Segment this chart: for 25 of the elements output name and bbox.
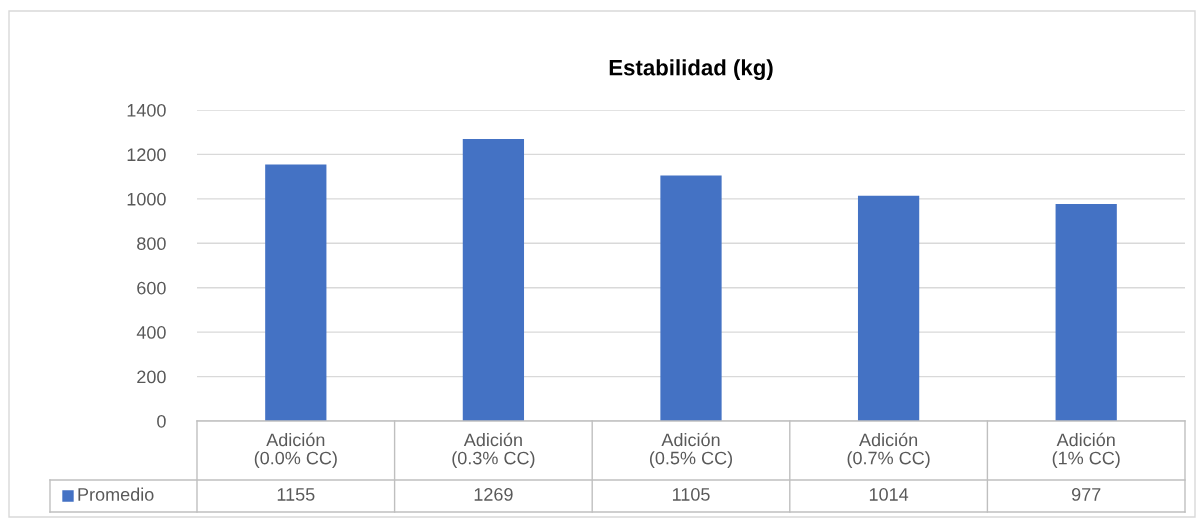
x-tick-label: Adición (0.3% CC)	[452, 432, 535, 468]
data-label: 1269	[474, 488, 513, 501]
data-label: 1105	[672, 488, 710, 501]
x-tick-label: Adición (0.7% CC)	[847, 432, 930, 468]
y-tick-label: 200	[137, 370, 166, 384]
bar	[265, 164, 327, 421]
y-tick-label: 1000	[127, 192, 166, 206]
x-tick-label: Adición (0.5% CC)	[649, 432, 733, 468]
data-label: 1155	[277, 488, 315, 501]
y-tick-label: 600	[137, 281, 166, 295]
legend-label: Promedio	[78, 487, 154, 501]
data-label: 1014	[869, 488, 909, 501]
y-tick-label: 0	[157, 414, 166, 428]
x-tick-label: Adición (0.0% CC)	[254, 432, 337, 468]
bar	[857, 195, 920, 421]
y-tick-label: 1400	[127, 103, 166, 117]
y-tick-label: 400	[136, 326, 166, 339]
y-tick-label: 800	[137, 237, 166, 251]
chart-title: Estabilidad (kg)	[609, 59, 773, 80]
x-tick-label: Adición (1% CC)	[1052, 432, 1120, 468]
data-label: 977	[1071, 488, 1101, 501]
bar	[1055, 203, 1117, 421]
y-tick-label: 1200	[127, 148, 166, 162]
bar	[462, 139, 525, 421]
bar	[660, 175, 722, 421]
